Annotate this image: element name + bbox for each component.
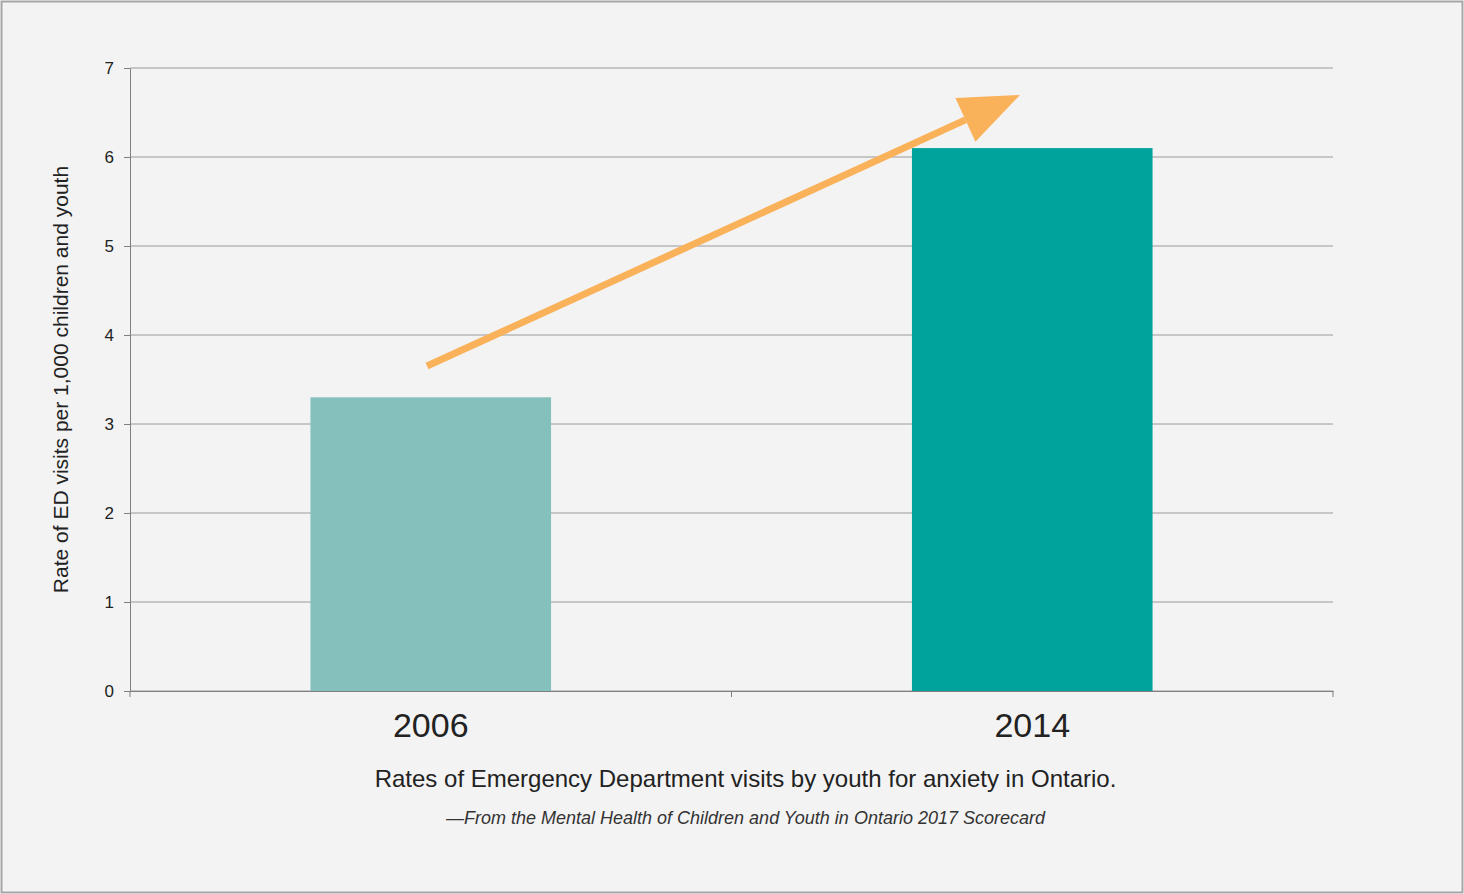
y-tick-mark [124,335,130,336]
y-axis: 0 1 2 3 4 5 6 7 [105,59,131,701]
bar [310,397,551,691]
grid [130,68,1333,691]
bar [912,148,1153,691]
y-tick: 4 [105,326,130,345]
y-tick-label: 3 [105,415,114,434]
x-tick-label: 2014 [994,706,1070,744]
y-tick-label: 4 [105,326,114,345]
y-tick: 5 [105,237,130,256]
y-tick: 6 [105,148,130,167]
x-divider-tick [130,691,131,697]
x-axis-title: Rates of Emergency Department visits by … [375,765,1117,792]
arrow-shaft [427,120,965,366]
y-tick-label: 6 [105,148,114,167]
x-axis: 2006 2014 [131,692,1334,745]
background [2,2,1463,893]
source-note: —From the Mental Health of Children and … [445,808,1046,828]
arrow-head [955,95,1020,142]
y-tick-label: 1 [105,593,114,612]
y-tick-mark [124,157,130,158]
y-tick: 1 [105,593,130,612]
y-tick: 3 [105,415,130,434]
y-tick-mark [124,246,130,247]
y-tick-label: 0 [105,682,114,701]
y-tick: 7 [105,59,130,78]
trend-arrow [427,95,1020,366]
y-tick-label: 7 [105,59,114,78]
y-tick-label: 2 [105,504,114,523]
chart: 0 1 2 3 4 5 6 7 2006 2014 Rate of ED visits per 1,… [0,0,1464,894]
y-tick-mark [124,513,130,514]
y-tick-mark [124,691,130,692]
y-tick-mark [124,602,130,603]
y-tick-label: 5 [105,237,114,256]
y-tick: 2 [105,504,130,523]
y-tick-mark [124,424,130,425]
y-tick-mark [124,68,130,69]
x-tick: 2014 [994,706,1070,744]
y-axis-line [130,69,131,692]
y-tick: 0 [105,682,130,701]
x-tick-label: 2006 [393,706,469,744]
y-axis-title: Rate of ED visits per 1,000 children and… [49,166,72,593]
grid-line [130,68,1333,69]
x-divider-tick [731,691,732,697]
x-divider-tick [1333,691,1334,697]
x-tick: 2006 [393,706,469,744]
